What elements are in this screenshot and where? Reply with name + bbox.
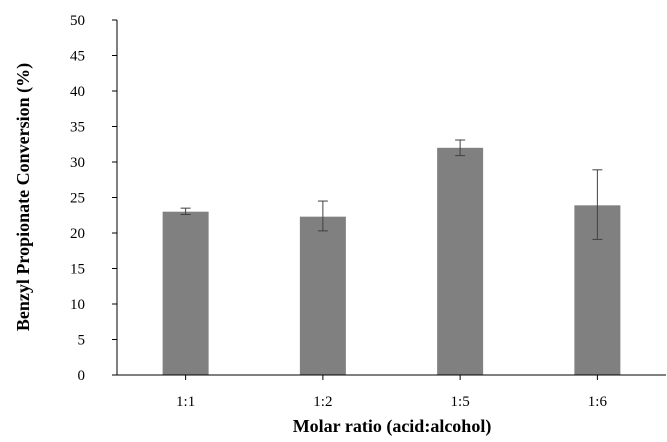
y-tick-label-35: 35 xyxy=(70,120,85,136)
x-tick-label-1-2: 1:2 xyxy=(313,394,332,410)
y-tick-label-15: 15 xyxy=(70,262,85,278)
y-tick-label-20: 20 xyxy=(70,226,85,242)
y-tick-label-10: 10 xyxy=(70,297,85,313)
y-tick-label-50: 50 xyxy=(70,13,85,29)
bar-1-2 xyxy=(300,217,346,375)
plot-area: 1:1 1:2 1:5 1:6 0 5 10 15 20 25 30 35 40 45 50 xyxy=(70,13,666,410)
y-axis-title: Benzyl Propionate Conversion (%) xyxy=(13,63,34,331)
x-tick-label-1-1: 1:1 xyxy=(176,394,195,410)
bar-1-5 xyxy=(437,148,483,375)
y-tick-label-40: 40 xyxy=(70,84,85,100)
y-tick-label-5: 5 xyxy=(78,333,86,349)
y-tick-label-30: 30 xyxy=(70,155,85,171)
y-tick-label-0: 0 xyxy=(78,368,86,384)
y-tick-label-45: 45 xyxy=(70,49,85,65)
x-tick-label-1-6: 1:6 xyxy=(588,394,608,410)
x-axis-title: Molar ratio (acid:alcohol) xyxy=(293,416,492,437)
y-tick-label-25: 25 xyxy=(70,191,85,207)
x-tick-label-1-5: 1:5 xyxy=(451,394,470,410)
bar-1-1 xyxy=(163,212,209,375)
